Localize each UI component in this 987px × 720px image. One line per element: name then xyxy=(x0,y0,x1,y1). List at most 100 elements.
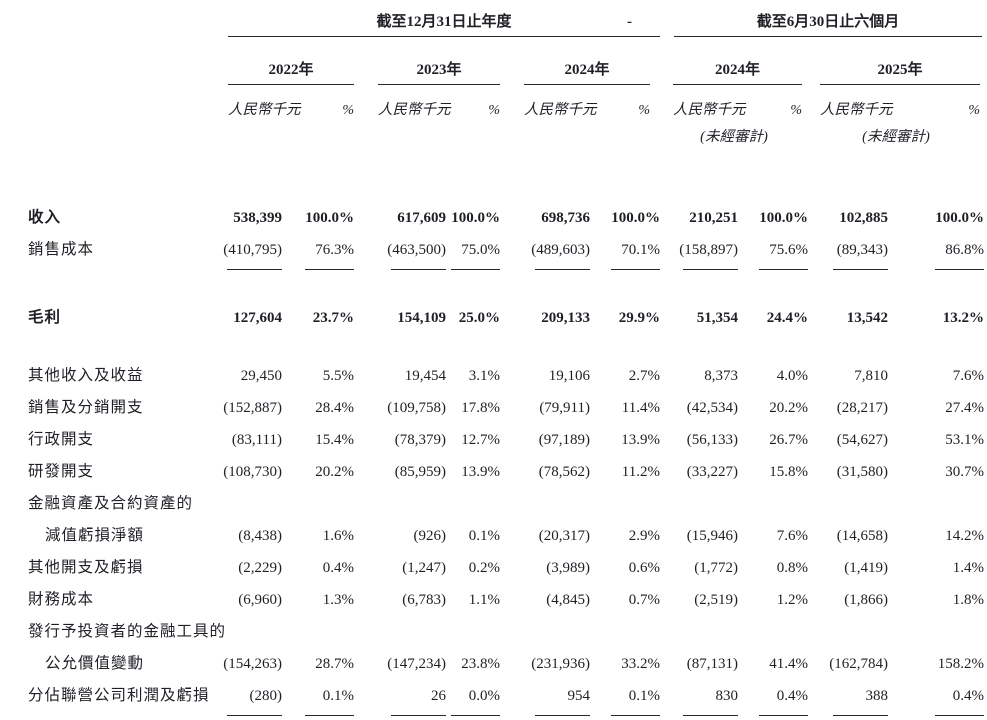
percent-value: 20.2% xyxy=(769,400,808,416)
row-label: 研發開支 xyxy=(28,463,95,480)
underline-rule xyxy=(451,269,500,270)
amount-value: 954 xyxy=(567,688,591,704)
year-2025-interim-header: 2025年 xyxy=(808,58,984,85)
percent-value: 1.2% xyxy=(776,592,808,608)
amount-value: (2,229) xyxy=(238,560,282,576)
percent-value: 4.0% xyxy=(776,368,808,384)
percent-value: 3.1% xyxy=(468,368,500,384)
amount-value: 698,736 xyxy=(541,210,590,226)
percent-value: 100.0% xyxy=(611,210,660,226)
amount-value: (87,131) xyxy=(686,656,738,672)
blank-row xyxy=(28,276,987,302)
table-header-years: 2022年 2023年 2024年 2024年 2025年 xyxy=(28,58,987,85)
rule-cell xyxy=(590,266,660,270)
amount-value: (1,419) xyxy=(844,560,888,576)
amount-value: (85,959) xyxy=(394,464,446,480)
percent-value: 100.0% xyxy=(759,210,808,226)
percent-value: 11.4% xyxy=(621,400,660,416)
row-label: 減值虧損淨額 xyxy=(45,527,145,544)
percent-value: 27.4% xyxy=(945,400,984,416)
percent-value: 30.7% xyxy=(945,464,984,480)
underline-rule xyxy=(391,715,446,716)
underline-rule xyxy=(833,715,888,716)
rule-cell xyxy=(500,712,590,716)
underline-rule xyxy=(935,269,984,270)
percent-value: 41.4% xyxy=(769,656,808,672)
currency-label: 人民幣千元 xyxy=(524,102,597,118)
table-row: 研發開支 (108,730) 20.2% (85,959) 13.9% (78,562) 1… xyxy=(28,456,987,488)
amount-value: 26 xyxy=(431,688,446,704)
percent-value: 0.1% xyxy=(468,528,500,544)
row-label: 行政開支 xyxy=(28,431,95,448)
percent-value: 24.4% xyxy=(766,310,808,326)
percent-value: 0.1% xyxy=(628,688,660,704)
percent-value: 33.2% xyxy=(621,656,660,672)
table-row: 減值虧損淨額 (8,438) 1.6% (926) 0.1% (20,317) 2.9% (1… xyxy=(28,520,987,552)
amount-value: (3,989) xyxy=(546,560,590,576)
percent-value: 23.8% xyxy=(461,656,500,672)
amount-value: (8,438) xyxy=(238,528,282,544)
year-2024-interim-header: 2024年 xyxy=(660,58,808,85)
percent-value: 0.1% xyxy=(322,688,354,704)
group-annual-header: 截至12月31日止年度 xyxy=(200,10,660,43)
amount-value: (83,111) xyxy=(231,432,282,448)
amount-value: (1,772) xyxy=(694,560,738,576)
amount-value: (28,217) xyxy=(836,400,888,416)
amount-value: (78,562) xyxy=(538,464,590,480)
row-label: 發行予投資者的金融工具的 xyxy=(28,623,227,640)
row-label: 其他收入及收益 xyxy=(28,367,144,384)
amount-value: 617,609 xyxy=(397,210,446,226)
amount-value: 19,454 xyxy=(404,368,446,384)
amount-value: (108,730) xyxy=(223,464,282,480)
amount-value: (2,519) xyxy=(694,592,738,608)
amount-value: (154,263) xyxy=(223,656,282,672)
percent-value: 2.9% xyxy=(628,528,660,544)
percent-value: 28.4% xyxy=(315,400,354,416)
year-2022-header: 2022年 xyxy=(200,58,354,85)
percent-value: 15.8% xyxy=(769,464,808,480)
rule-cell xyxy=(888,266,984,270)
table-row: 其他開支及虧損 (2,229) 0.4% (1,247) 0.2% (3,989) 0.6%… xyxy=(28,552,987,584)
amount-value: (20,317) xyxy=(538,528,590,544)
amount-value: (1,866) xyxy=(844,592,888,608)
table-row: 發行予投資者的金融工具的 xyxy=(28,616,987,648)
percent-value: 76.3% xyxy=(315,242,354,258)
group-interim-header: 截至6月30日止六個月 xyxy=(660,10,984,43)
amount-value: (56,133) xyxy=(686,432,738,448)
units-2025-interim: 人民幣千元 % xyxy=(808,98,984,119)
rule-cell xyxy=(738,712,808,716)
unaudited-note-2025: (未經審計) xyxy=(862,129,930,145)
row-label: 公允價值變動 xyxy=(45,655,145,672)
amount-value: (280) xyxy=(249,688,283,704)
rule-cell xyxy=(500,266,590,270)
rule-cell xyxy=(738,266,808,270)
percent-value: 20.2% xyxy=(315,464,354,480)
rule-cell xyxy=(808,712,888,716)
currency-label: 人民幣千元 xyxy=(820,102,893,118)
table-row: 毛利 127,604 23.7% 154,109 25.0% 209,133 29.9% 51… xyxy=(28,302,987,334)
underline-rule xyxy=(683,269,738,270)
currency-label: 人民幣千元 xyxy=(673,102,746,118)
amount-value: (152,887) xyxy=(223,400,282,416)
table-header-groups: 截至12月31日止年度 截至6月30日止六個月 xyxy=(28,10,987,43)
amount-value: (6,960) xyxy=(238,592,282,608)
percent-value: 0.4% xyxy=(776,688,808,704)
amount-value: (97,189) xyxy=(538,432,590,448)
percent-value: 7.6% xyxy=(952,368,984,384)
percent-value: 0.7% xyxy=(628,592,660,608)
underline-rule xyxy=(759,715,808,716)
row-label: 銷售成本 xyxy=(28,241,95,258)
underline-rule xyxy=(305,715,354,716)
rule-cell xyxy=(200,712,282,716)
percent-value: 0.4% xyxy=(952,688,984,704)
rule-cell xyxy=(282,712,354,716)
table-row: 收入 538,399 100.0% 617,609 100.0% 698,736 100.0… xyxy=(28,202,987,234)
amount-value: (410,795) xyxy=(223,242,282,258)
percent-value: 1.4% xyxy=(952,560,984,576)
percent-value: 7.6% xyxy=(776,528,808,544)
table-body: 收入 538,399 100.0% 617,609 100.0% 698,736 100.0… xyxy=(28,202,987,720)
table-row: 分佔聯營公司利潤及虧損 (280) 0.1% 26 0.0% 954 0.1% 830 0.4%… xyxy=(28,680,987,712)
rule-cell xyxy=(446,266,500,270)
amount-value: (147,234) xyxy=(387,656,446,672)
